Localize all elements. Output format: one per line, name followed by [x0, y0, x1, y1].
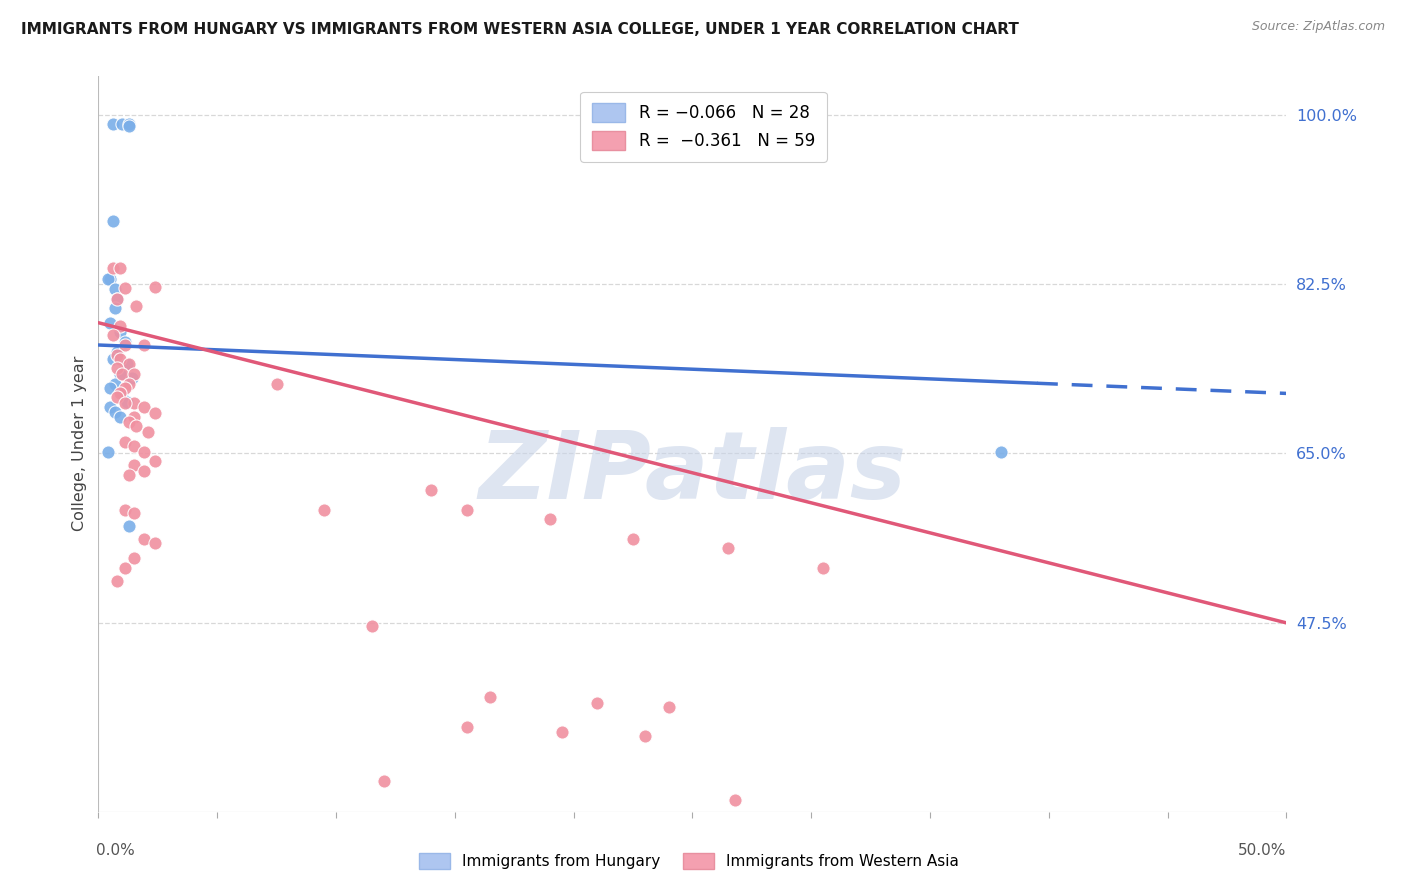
Point — [586, 696, 609, 710]
Point — [125, 419, 148, 434]
Point — [98, 381, 121, 395]
Point — [104, 405, 127, 419]
Point — [97, 444, 120, 458]
Point — [101, 214, 124, 228]
Point — [118, 117, 141, 131]
Point — [118, 416, 141, 430]
Point — [115, 395, 138, 409]
Point — [145, 406, 167, 420]
Point — [122, 507, 145, 521]
Point — [104, 301, 127, 316]
Point — [121, 371, 143, 385]
Point — [122, 551, 145, 566]
Point — [108, 260, 131, 275]
Point — [108, 409, 131, 424]
Point — [551, 725, 574, 739]
Point — [101, 328, 124, 343]
Point — [122, 409, 145, 424]
Point — [115, 357, 138, 371]
Point — [114, 396, 136, 410]
Text: ZIPatlas: ZIPatlas — [478, 427, 907, 519]
Point — [108, 318, 131, 333]
Point — [108, 351, 131, 366]
Point — [456, 502, 478, 516]
Legend: Immigrants from Hungary, Immigrants from Western Asia: Immigrants from Hungary, Immigrants from… — [413, 847, 965, 875]
Point — [114, 335, 136, 350]
Point — [990, 444, 1012, 458]
Point — [97, 272, 120, 286]
Y-axis label: College, Under 1 year: College, Under 1 year — [72, 356, 87, 532]
Point — [107, 344, 129, 359]
Point — [658, 700, 681, 714]
Point — [621, 532, 644, 546]
Point — [122, 367, 145, 381]
Point — [107, 361, 129, 376]
Point — [122, 458, 145, 472]
Point — [145, 280, 167, 294]
Point — [122, 396, 145, 410]
Point — [145, 535, 167, 549]
Point — [132, 444, 155, 458]
Point — [114, 434, 136, 449]
Point — [108, 386, 131, 401]
Point — [717, 541, 740, 556]
Point — [107, 390, 129, 404]
Point — [132, 338, 155, 352]
Point — [118, 119, 141, 133]
Point — [132, 464, 155, 478]
Point — [108, 367, 131, 381]
Point — [118, 519, 141, 533]
Point — [114, 338, 136, 352]
Point — [122, 439, 145, 453]
Legend: R = −0.066   N = 28, R =  −0.361   N = 59: R = −0.066 N = 28, R = −0.361 N = 59 — [581, 92, 827, 161]
Point — [111, 386, 134, 401]
Text: IMMIGRANTS FROM HUNGARY VS IMMIGRANTS FROM WESTERN ASIA COLLEGE, UNDER 1 YEAR CO: IMMIGRANTS FROM HUNGARY VS IMMIGRANTS FR… — [21, 22, 1019, 37]
Point — [104, 376, 127, 391]
Point — [132, 400, 155, 414]
Text: 50.0%: 50.0% — [1239, 843, 1286, 858]
Point — [104, 282, 127, 296]
Point — [114, 560, 136, 574]
Point — [266, 376, 288, 391]
Text: Source: ZipAtlas.com: Source: ZipAtlas.com — [1251, 20, 1385, 33]
Point — [101, 351, 124, 366]
Point — [360, 619, 382, 633]
Point — [125, 299, 148, 313]
Point — [107, 574, 129, 589]
Point — [118, 357, 141, 371]
Point — [101, 117, 124, 131]
Point — [108, 326, 131, 340]
Point — [107, 348, 129, 362]
Point — [114, 281, 136, 295]
Point — [118, 376, 141, 391]
Point — [456, 719, 478, 733]
Point — [136, 425, 159, 439]
Point — [724, 793, 747, 807]
Point — [98, 272, 121, 286]
Point — [107, 292, 129, 306]
Text: 0.0%: 0.0% — [96, 843, 135, 858]
Point — [111, 367, 134, 381]
Point — [101, 260, 124, 275]
Point — [114, 381, 136, 395]
Point — [420, 483, 443, 498]
Point — [373, 773, 395, 788]
Point — [811, 560, 834, 574]
Point — [145, 454, 167, 468]
Point — [479, 690, 502, 705]
Point — [107, 292, 129, 306]
Point — [132, 532, 155, 546]
Point — [114, 502, 136, 516]
Point — [118, 467, 141, 482]
Point — [98, 316, 121, 330]
Point — [634, 729, 657, 743]
Point — [314, 502, 336, 516]
Point — [538, 512, 561, 526]
Point — [98, 400, 121, 414]
Point — [111, 117, 134, 131]
